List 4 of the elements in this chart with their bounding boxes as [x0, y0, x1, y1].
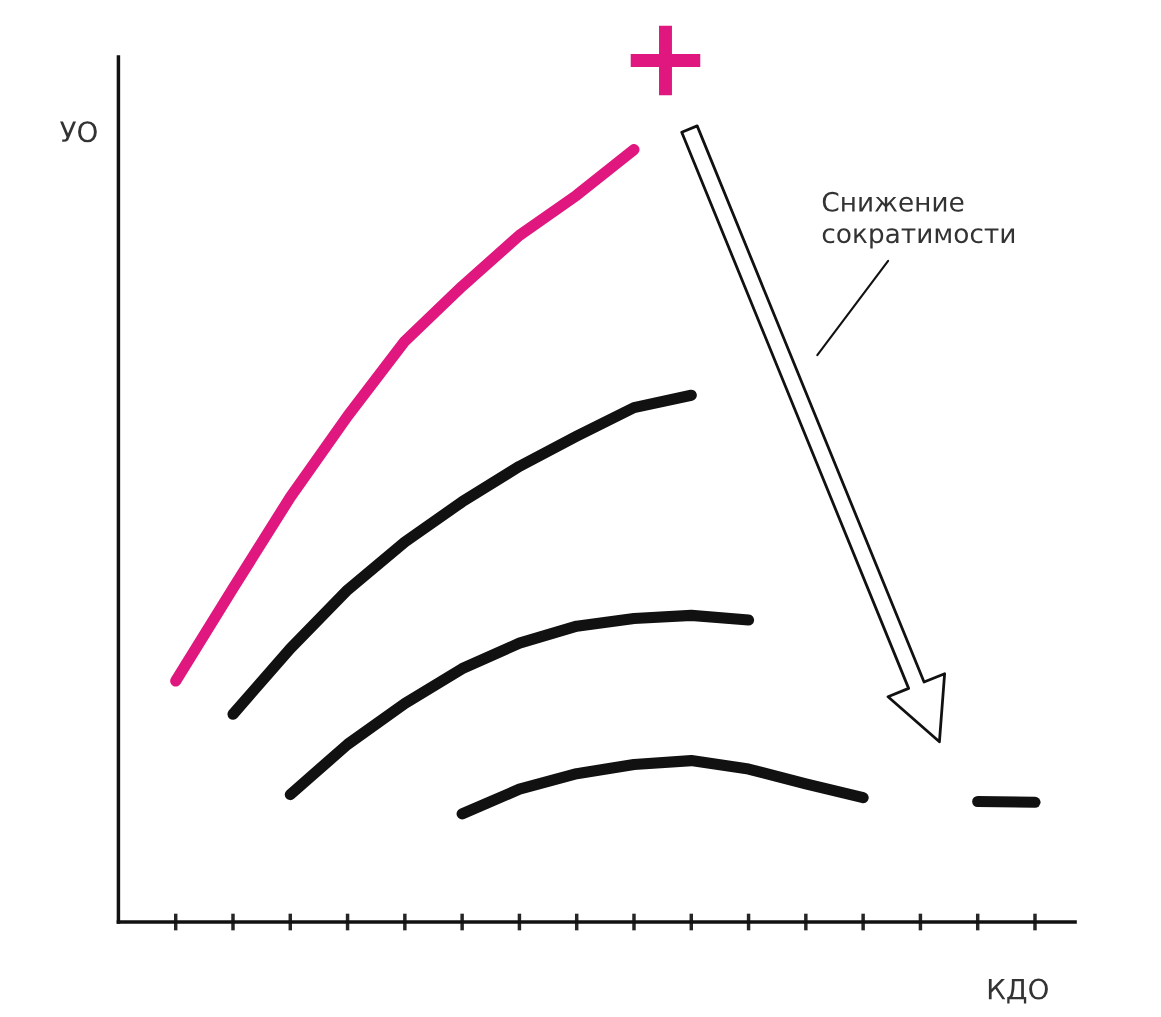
text: + [630, 25, 701, 96]
annotation: Снижение сократимости [822, 191, 1015, 249]
x-axis-title: КДО [988, 978, 1048, 1004]
y-axis-title: УО [60, 121, 97, 143]
